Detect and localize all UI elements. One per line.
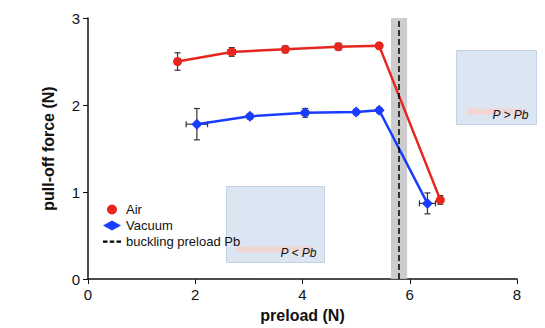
svg-text:6: 6 xyxy=(406,286,414,303)
svg-text:P > Pb: P > Pb xyxy=(493,108,529,122)
svg-text:4: 4 xyxy=(298,286,306,303)
svg-text:Vacuum: Vacuum xyxy=(126,218,173,233)
svg-text:3: 3 xyxy=(72,10,80,27)
svg-text:buckling preload Pb: buckling preload Pb xyxy=(126,234,240,249)
svg-text:8: 8 xyxy=(513,286,521,303)
svg-text:P < Pb: P < Pb xyxy=(281,246,317,260)
svg-text:Air: Air xyxy=(126,202,143,217)
svg-text:2: 2 xyxy=(191,286,199,303)
svg-text:2: 2 xyxy=(72,97,80,114)
svg-text:pull-off force (N): pull-off force (N) xyxy=(40,86,57,210)
svg-text:preload (N): preload (N) xyxy=(260,307,344,324)
svg-text:1: 1 xyxy=(72,184,80,201)
svg-text:0: 0 xyxy=(72,271,80,288)
svg-text:0: 0 xyxy=(84,286,92,303)
